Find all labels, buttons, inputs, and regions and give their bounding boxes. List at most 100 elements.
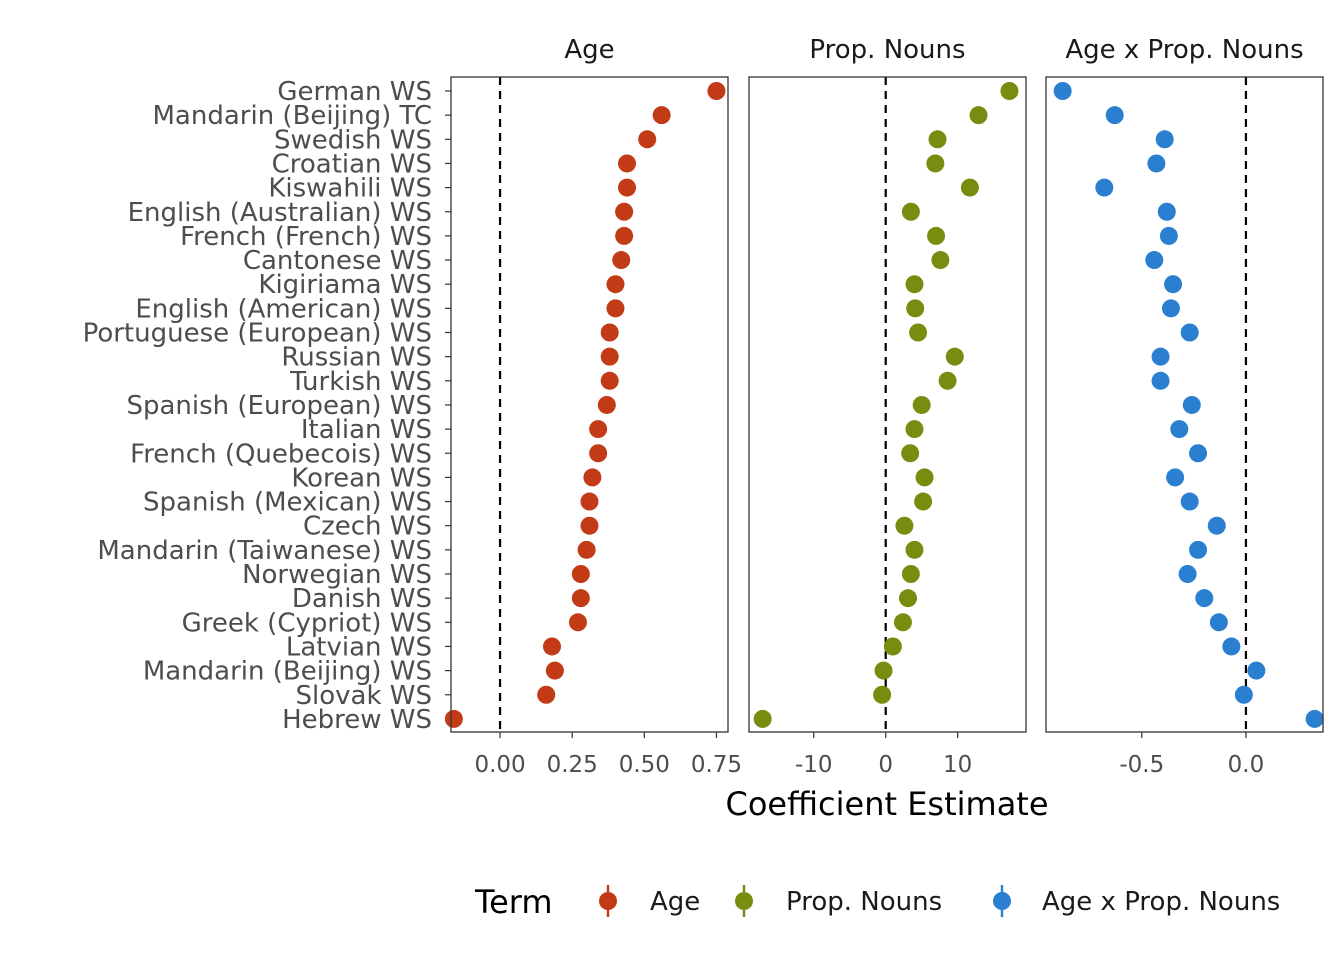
data-point	[571, 589, 590, 608]
data-point	[1189, 444, 1208, 463]
y-tick-label: Czech WS	[303, 512, 432, 542]
x-tick-label: 0.75	[691, 752, 742, 778]
data-point	[589, 444, 608, 463]
y-tick-label: Portuguese (European) WS	[83, 319, 432, 349]
y-tick-label: Swedish WS	[274, 125, 432, 155]
legend-title: Term	[474, 883, 553, 921]
data-point	[1195, 589, 1214, 608]
data-point	[753, 709, 772, 728]
data-point	[1189, 540, 1208, 559]
data-point	[638, 130, 657, 149]
data-point	[577, 540, 596, 559]
panel-border	[748, 76, 1027, 733]
legend-item-label: Age	[650, 887, 700, 917]
x-tick-label: 0.00	[474, 752, 525, 778]
data-point	[1105, 106, 1124, 125]
y-tick-label: Kiswahili WS	[268, 174, 432, 204]
panel-border	[1045, 76, 1324, 733]
data-point	[1247, 661, 1266, 680]
data-point	[580, 492, 599, 511]
legend-key-dot	[993, 892, 1011, 910]
x-tick-label: -10	[795, 752, 833, 778]
panel-title: Age	[564, 35, 614, 65]
data-point	[915, 468, 934, 487]
panels: Age 0.00 0.25 0.50 0.75 Prop. Nouns -10 0 10 Age …	[444, 35, 1324, 778]
data-point	[615, 202, 634, 221]
x-axis-title: Coefficient Estimate	[725, 785, 1048, 823]
y-tick-label: Spanish (European) WS	[126, 391, 432, 421]
data-point	[893, 613, 912, 632]
data-point	[1161, 299, 1180, 318]
legend-key-dot	[735, 892, 753, 910]
data-point	[542, 637, 561, 656]
y-tick-label: Hebrew WS	[282, 705, 432, 735]
data-point	[905, 275, 924, 294]
y-tick-label: French (Quebecois) WS	[130, 439, 432, 469]
y-tick-label: English (Australian) WS	[128, 198, 432, 228]
y-tick-label: Latvian WS	[286, 632, 432, 662]
y-tick-label: Mandarin (Beijing) TC	[153, 101, 433, 131]
legend: Term Age Prop. Nouns Age x Prop. Nouns	[474, 883, 1280, 921]
data-point	[1053, 82, 1072, 100]
data-point	[537, 685, 556, 704]
data-point	[618, 154, 637, 173]
y-tick-label: Spanish (Mexican) WS	[143, 488, 432, 518]
panel: Age x Prop. Nouns -0.5 0.0	[1045, 35, 1324, 778]
data-point	[1095, 178, 1114, 197]
data-point	[960, 178, 979, 197]
data-point	[873, 685, 892, 704]
data-point	[1180, 492, 1199, 511]
x-tick-label: 0	[878, 752, 893, 778]
data-point	[906, 299, 925, 318]
data-point	[589, 420, 608, 439]
data-point	[597, 395, 616, 414]
data-point	[1182, 395, 1201, 414]
y-tick-label: Kigiriama WS	[258, 270, 432, 300]
data-point	[928, 130, 947, 149]
data-point	[938, 371, 957, 390]
data-point	[1145, 251, 1164, 270]
data-point	[1180, 323, 1199, 342]
panel-title: Prop. Nouns	[809, 35, 965, 65]
data-point	[652, 106, 671, 125]
data-point	[927, 226, 946, 245]
legend-item-label: Prop. Nouns	[786, 887, 942, 917]
data-point	[600, 347, 619, 366]
data-point	[618, 178, 637, 197]
data-point	[545, 661, 564, 680]
y-tick-label: Mandarin (Taiwanese) WS	[97, 536, 432, 566]
data-point	[931, 251, 950, 270]
data-point	[909, 323, 928, 342]
y-tick-label: Korean WS	[291, 463, 432, 493]
data-point	[905, 420, 924, 439]
y-tick-label: English (American) WS	[135, 294, 432, 324]
y-tick-label: Slovak WS	[296, 681, 433, 711]
data-point	[969, 106, 988, 125]
data-point	[606, 299, 625, 318]
data-point	[945, 347, 964, 366]
y-tick-label: Russian WS	[281, 343, 432, 373]
y-tick-label: Turkish WS	[289, 367, 432, 397]
x-tick-label: -0.5	[1119, 752, 1164, 778]
y-tick-label: German WS	[277, 77, 432, 107]
data-point	[912, 395, 931, 414]
data-point	[883, 637, 902, 656]
y-tick-label: Croatian WS	[272, 149, 432, 179]
x-tick-label: 0.25	[547, 752, 598, 778]
data-point	[901, 444, 920, 463]
data-point	[1151, 347, 1170, 366]
x-tick-label: 0.50	[619, 752, 670, 778]
data-point	[1209, 613, 1228, 632]
y-tick-label: Norwegian WS	[242, 560, 432, 590]
data-point	[615, 226, 634, 245]
data-point	[1157, 202, 1176, 221]
data-point	[571, 565, 590, 583]
data-point	[606, 275, 625, 294]
data-point	[612, 251, 631, 270]
data-point	[1305, 709, 1324, 728]
legend-key-dot	[599, 892, 617, 910]
data-point	[600, 323, 619, 342]
data-point	[568, 613, 587, 632]
